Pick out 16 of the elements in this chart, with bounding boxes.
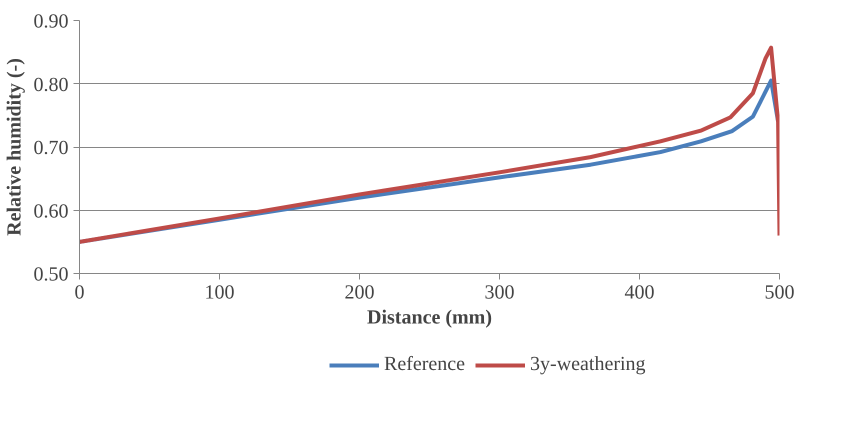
- x-tick-label: 300: [484, 282, 514, 304]
- y-tick-label: 0.80: [34, 74, 68, 96]
- y-tick-label: 0.90: [34, 10, 68, 32]
- x-tick-label: 500: [764, 282, 794, 304]
- x-tick-label: 0: [74, 282, 84, 304]
- x-axis-title: Distance (mm): [367, 306, 492, 328]
- x-tick-label: 400: [624, 282, 654, 304]
- y-tick-label: 0.60: [34, 200, 68, 222]
- y-tick-label: 0.70: [34, 137, 68, 159]
- line-series: [80, 46, 780, 244]
- legend-label: 3y-weathering: [530, 353, 646, 376]
- x-tick-label: 200: [344, 282, 374, 304]
- legend-label: Reference: [384, 353, 466, 376]
- y-tick-label: 0.50: [34, 264, 68, 286]
- x-tick-label: 100: [204, 282, 234, 304]
- y-axis-title: Relative humidity (-): [4, 58, 26, 236]
